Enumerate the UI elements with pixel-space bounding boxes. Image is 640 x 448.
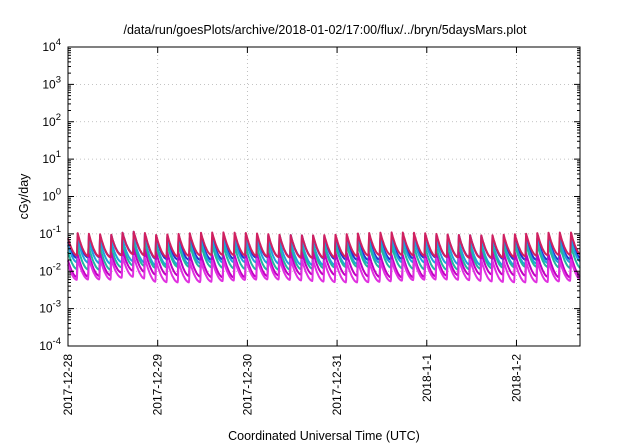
y-tick-label: 10-3 [39, 299, 61, 316]
y-axis-label: cGy/day [17, 173, 31, 220]
y-tick-label: 102 [42, 112, 61, 129]
series-line [67, 255, 581, 284]
x-tick-label: 2018-1-1 [420, 354, 434, 402]
grid-lines [67, 47, 580, 346]
y-tick-label: 101 [42, 149, 61, 166]
x-tick-labels: 2017-12-28 2017-12-29 2017-12-30 2017-12-31… [61, 354, 523, 416]
axis-ticks [67, 46, 580, 347]
y-tick-label: 10-1 [39, 224, 61, 241]
x-axis-label: Coordinated Universal Time (UTC) [228, 429, 420, 443]
y-tick-labels: 10-4 10-3 10-2 10-1 100 101 102 103 104 [39, 37, 61, 353]
y-tick-label: 100 [42, 187, 61, 204]
y-tick-label: 103 [42, 74, 61, 91]
y-tick-label: 10-4 [39, 336, 61, 353]
x-tick-label: 2017-12-31 [330, 354, 344, 416]
series-line [67, 230, 581, 259]
series-lines [67, 230, 581, 284]
x-tick-label: 2017-12-28 [61, 354, 75, 416]
chart-title: /data/run/goesPlots/archive/2018-01-02/1… [123, 23, 527, 37]
x-tick-label: 2017-12-30 [240, 354, 254, 416]
x-tick-label: 2017-12-29 [151, 354, 165, 416]
x-tick-label: 2018-1-2 [509, 354, 523, 402]
y-tick-label: 104 [42, 37, 61, 54]
y-tick-label: 10-2 [39, 261, 61, 278]
